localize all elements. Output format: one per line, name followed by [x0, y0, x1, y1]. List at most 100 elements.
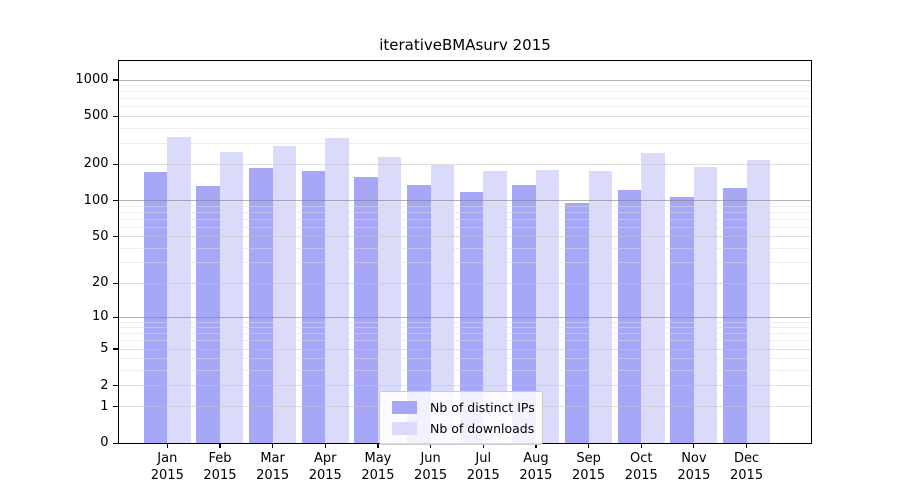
grid-line-minor [118, 127, 812, 129]
bar [167, 137, 191, 444]
grid-line-minor [118, 98, 812, 100]
y-tick-label: 500 [83, 108, 109, 124]
grid-line-minor [118, 327, 812, 329]
bar [430, 164, 455, 444]
y-axis-tick [112, 200, 118, 202]
grid-line-minor [118, 262, 812, 264]
grid-line [118, 115, 812, 117]
grid-line [118, 348, 812, 350]
x-tick-label: Sep 2015 [572, 451, 606, 483]
x-tick-label: May 2015 [361, 451, 395, 483]
x-axis-tick [745, 443, 748, 449]
x-tick-label: Feb 2015 [203, 451, 237, 483]
bar [723, 187, 747, 444]
bar [617, 189, 642, 444]
grid-line [118, 282, 812, 284]
x-tick-label: Mar 2015 [256, 451, 290, 483]
bar [535, 169, 560, 444]
y-tick-label: 50 [91, 228, 109, 244]
y-tick-label: 100 [83, 192, 109, 208]
grid-line-minor [118, 218, 812, 220]
legend-swatch-downloads-icon [392, 422, 417, 435]
legend-item-distinct-ips: Nb of distinct IPs [392, 397, 535, 418]
bar [693, 167, 718, 444]
x-axis-tick [482, 443, 484, 449]
bar [377, 157, 402, 444]
grid-line-minor [118, 85, 812, 87]
grid-line [118, 385, 812, 387]
y-tick-label: 10 [91, 309, 109, 325]
bar [670, 196, 694, 444]
grid-line-minor [118, 340, 812, 342]
y-tick-label: 2 [100, 377, 109, 393]
x-axis-tick [166, 443, 168, 449]
grid-line-minor [118, 226, 812, 228]
y-axis-tick [112, 235, 118, 238]
bar [588, 171, 613, 444]
bar [512, 184, 536, 444]
grid-line [118, 316, 812, 318]
x-axis-tick [640, 443, 642, 449]
bar [354, 177, 378, 444]
x-tick-label: Apr 2015 [308, 451, 342, 483]
y-axis-tick [112, 316, 118, 318]
grid-line [118, 200, 812, 202]
x-axis-tick [693, 443, 695, 449]
legend-label-distinct-ips: Nb of distinct IPs [430, 400, 535, 415]
x-tick-label: Jun 2015 [414, 451, 448, 483]
legend-swatch-distinct-ips-icon [392, 401, 417, 414]
x-axis-tick [430, 443, 432, 449]
y-tick-label: 1000 [75, 72, 109, 87]
bar [143, 172, 168, 444]
x-tick-label: Dec 2015 [730, 451, 764, 483]
y-tick-label: 0 [100, 435, 109, 451]
bar [325, 138, 349, 444]
y-tick-label: 1 [100, 398, 109, 414]
x-axis-tick [535, 443, 537, 449]
x-tick-label: Nov 2015 [677, 451, 711, 483]
bar [301, 170, 326, 444]
x-axis-tick [324, 443, 326, 449]
grid-line [118, 163, 812, 165]
x-axis-tick [272, 443, 274, 449]
legend-label-downloads: Nb of downloads [430, 421, 535, 436]
x-axis-tick [587, 443, 590, 449]
grid-line-minor [118, 369, 812, 371]
grid-line-minor [118, 358, 812, 360]
bar [641, 152, 665, 444]
grid-line-minor [118, 321, 812, 323]
y-axis-tick [112, 442, 118, 444]
grid-line-minor [118, 142, 812, 144]
grid-line [118, 79, 812, 81]
bar [249, 168, 273, 444]
bar [407, 184, 431, 444]
y-tick-label: 20 [91, 275, 109, 291]
grid-line-minor [118, 333, 812, 335]
bar [746, 160, 771, 444]
x-axis-tick [377, 443, 379, 449]
grid-line-minor [118, 205, 812, 207]
x-tick-label: Jan 2015 [150, 451, 184, 483]
x-tick-label: Aug 2015 [519, 451, 553, 483]
bar [196, 185, 220, 444]
grid-line-minor [118, 247, 812, 249]
y-tick-label: 200 [83, 156, 109, 172]
legend-item-downloads: Nb of downloads [392, 418, 534, 439]
legend: Nb of distinct IPs Nb of downloads [379, 391, 543, 445]
grid-line-minor [118, 211, 812, 213]
chart-title: iterativeBMAsurv 2015 [379, 36, 551, 54]
bar [483, 171, 507, 444]
y-axis-tick [112, 115, 118, 117]
bar [272, 146, 297, 444]
y-tick-label: 5 [100, 341, 109, 357]
x-tick-label: Oct 2015 [624, 451, 658, 483]
y-axis-tick [112, 79, 118, 81]
grid-line-minor [118, 91, 812, 93]
grid-line-minor [118, 106, 812, 108]
bar [219, 152, 244, 444]
y-axis-tick [112, 282, 118, 284]
x-axis-tick [219, 443, 221, 449]
y-axis-tick [112, 384, 118, 387]
y-axis-tick [112, 406, 118, 408]
